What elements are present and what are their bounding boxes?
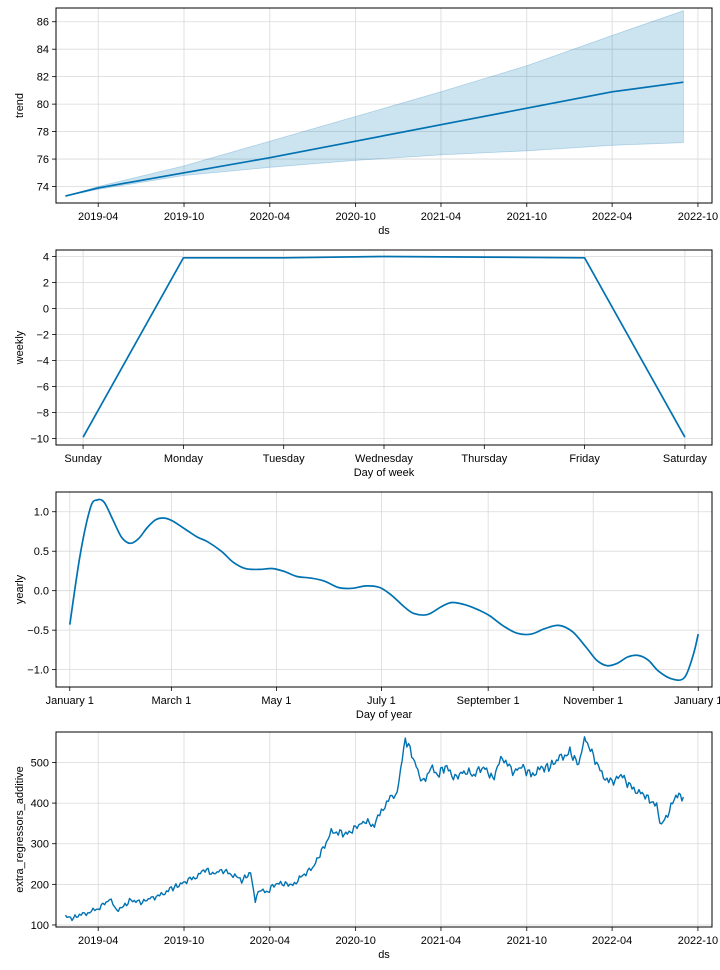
x-tick-label: 2021-04 [421, 211, 461, 223]
x-tick-label: 2020-04 [250, 935, 290, 947]
y-tick-label: 86 [37, 17, 49, 29]
x-tick-label: Monday [164, 453, 204, 465]
axes-frame-4 [55, 731, 713, 928]
x-tick-label: November 1 [563, 695, 623, 707]
x-tick-label: January 1 [46, 695, 94, 707]
x-tick-label: 2020-10 [335, 211, 375, 223]
trend-panel: 2019-04 2019-10 2020-04 2020-10 2021-04 2021-… [14, 7, 718, 237]
y-tick-label: −6 [36, 382, 49, 394]
x-axis-title: Day of year [356, 709, 413, 721]
weekly-panel: Sunday Monday Tuesday Wednesday Thursday Frid… [14, 249, 713, 479]
axes-frame-1 [55, 7, 713, 204]
y-axis-title: yearly [14, 574, 26, 604]
y-axis-title: extra_regressors_additive [14, 766, 26, 893]
x-tick-label: 2020-10 [335, 935, 375, 947]
x-tick-label: May 1 [261, 695, 291, 707]
y-tick-label: −4 [36, 356, 49, 368]
x-tick-label: September 1 [457, 695, 520, 707]
x-tick-label: 2021-10 [507, 211, 547, 223]
y-tick-label: −10 [30, 434, 49, 446]
yearly-line [68, 498, 700, 682]
y-tick-label: 84 [37, 44, 49, 56]
x-tick-label: 2022-10 [678, 935, 718, 947]
x-tick-label: Friday [569, 453, 600, 465]
x-tick-label: Tuesday [263, 453, 305, 465]
x-tick-label: 2020-04 [250, 211, 290, 223]
y-tick-label: −8 [36, 408, 49, 420]
y-tick-label: 74 [37, 182, 49, 194]
y-tick-label: 4 [43, 252, 49, 264]
y-tick-label: −2 [36, 330, 49, 342]
extra-regressors-panel: 2019-04 2019-10 2020-04 2020-10 2021-04 2021-… [14, 731, 718, 961]
y-axis-title: weekly [14, 330, 26, 365]
y-tick-label: 300 [31, 839, 49, 851]
x-axis-title: ds [378, 949, 390, 961]
weekly-line [82, 255, 686, 438]
y-tick-label: 0.0 [34, 586, 49, 598]
y-tick-label: 500 [31, 757, 49, 769]
y-tick-label: 80 [37, 99, 49, 111]
x-axis-title: ds [378, 225, 390, 237]
x-tick-label: 2022-10 [678, 211, 718, 223]
x-tick-label: March 1 [151, 695, 191, 707]
y-tick-label: 0 [43, 304, 49, 316]
x-tick-label: Wednesday [355, 453, 413, 465]
uncertainty-band [65, 10, 684, 197]
y-tick-label: 0.5 [34, 546, 49, 558]
x-tick-label: 2019-04 [78, 211, 118, 223]
y-tick-label: −1.0 [27, 665, 49, 677]
x-axis-title: Day of week [354, 467, 415, 479]
y-tick-label: 82 [37, 72, 49, 84]
x-tick-label: July 1 [367, 695, 396, 707]
x-tick-label: 2019-04 [78, 935, 118, 947]
y-tick-label: 200 [31, 879, 49, 891]
y-tick-label: 2 [43, 278, 49, 290]
y-tick-label: −0.5 [27, 625, 49, 637]
x-tick-label: Sunday [64, 453, 102, 465]
x-tick-label: 2019-10 [164, 211, 204, 223]
yearly-panel: January 1 March 1 May 1 July 1 September 1 No… [14, 491, 720, 721]
regressor-line [64, 736, 685, 922]
x-tick-label: 2022-04 [592, 211, 632, 223]
axes-frame-3 [55, 491, 713, 688]
x-tick-label: Saturday [663, 453, 708, 465]
y-tick-label: 78 [37, 127, 49, 139]
x-tick-label: January 1 [674, 695, 720, 707]
y-tick-label: 1.0 [34, 507, 49, 519]
y-axis-title: trend [14, 93, 26, 118]
axes-frame-2 [55, 249, 713, 446]
x-tick-label: Thursday [461, 453, 507, 465]
x-tick-label: 2021-04 [421, 935, 461, 947]
trend-line [65, 81, 684, 197]
y-tick-label: 400 [31, 798, 49, 810]
x-tick-label: 2022-04 [592, 935, 632, 947]
x-tick-label: 2019-10 [164, 935, 204, 947]
y-tick-label: 100 [31, 920, 49, 932]
y-tick-label: 76 [37, 154, 49, 166]
x-tick-label: 2021-10 [507, 935, 547, 947]
